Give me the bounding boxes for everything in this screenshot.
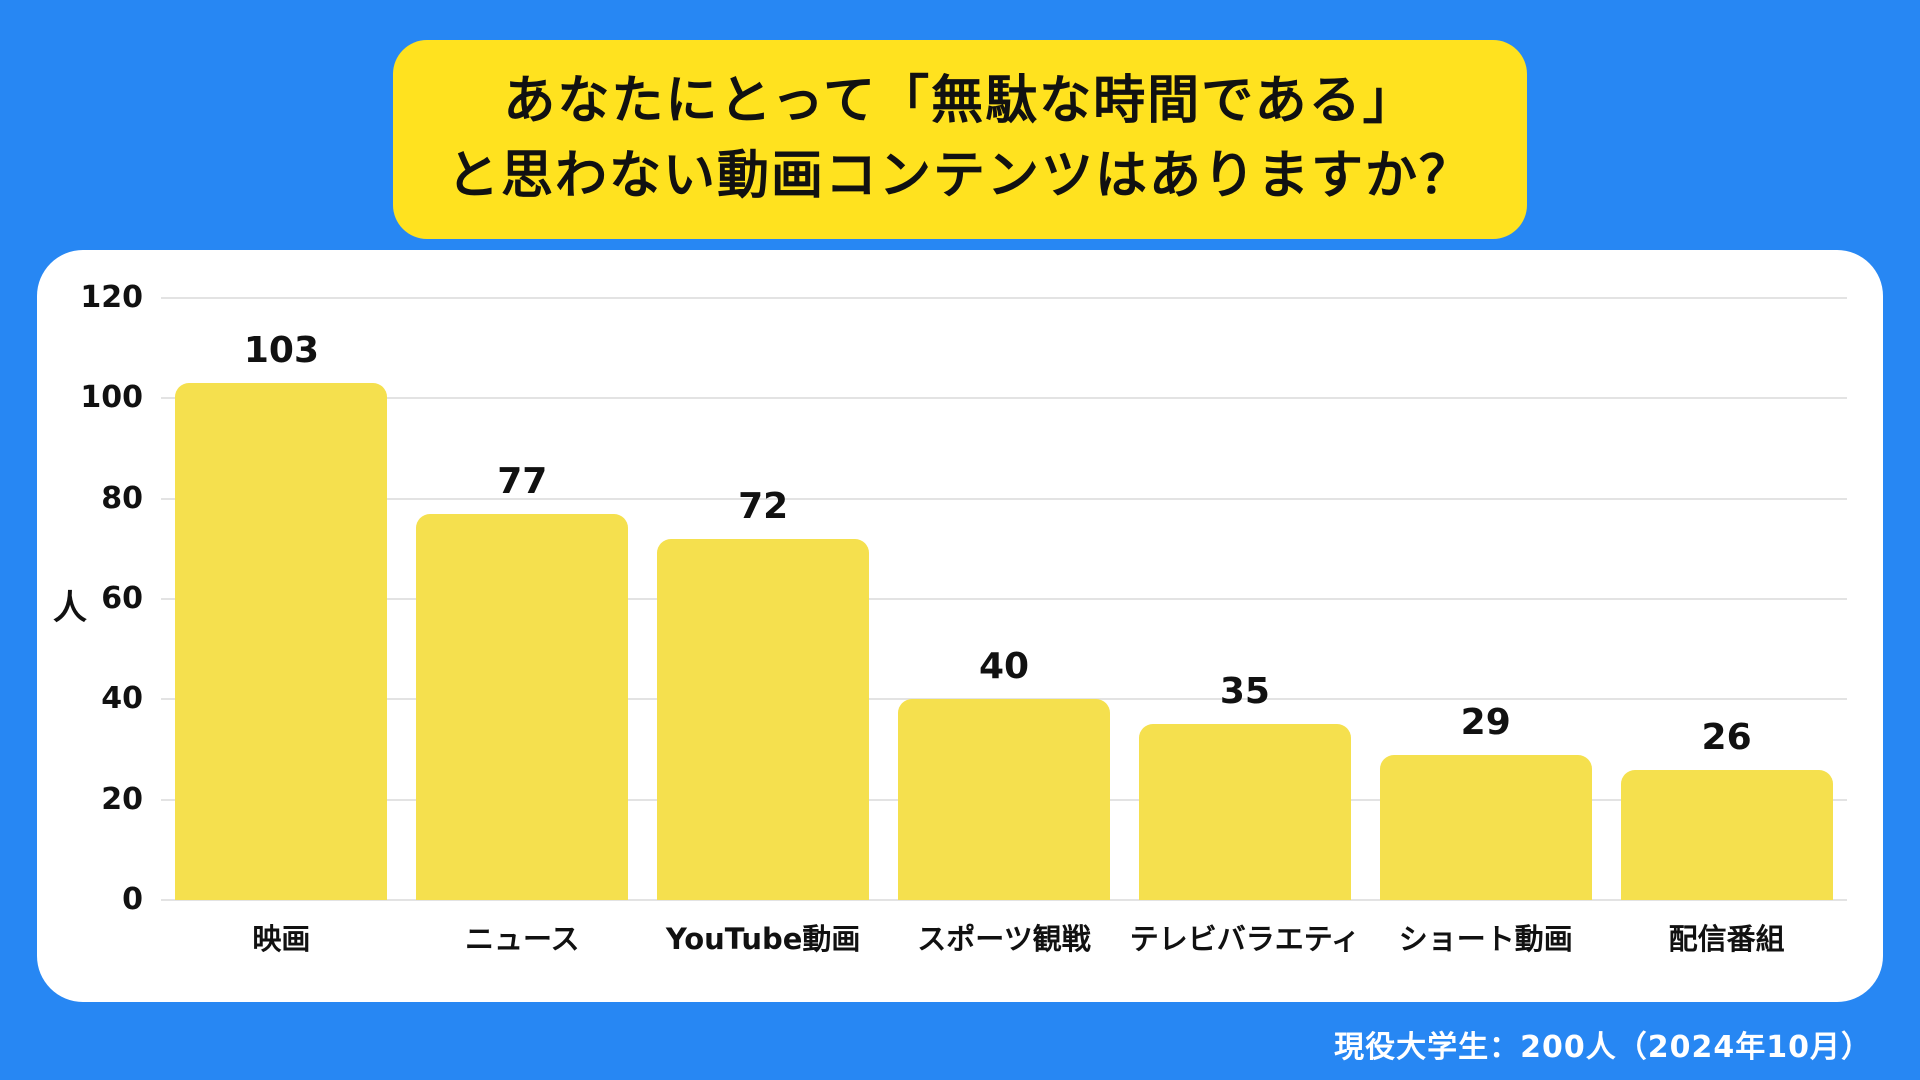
bar-value-label: 72 <box>738 485 789 527</box>
gridline <box>161 397 1847 400</box>
bar <box>1138 724 1351 900</box>
bar-value-label: 40 <box>978 646 1030 688</box>
bar-value-label: 103 <box>243 330 319 372</box>
bar <box>1620 769 1833 900</box>
x-category-label: スポーツ観戦 <box>917 922 1091 956</box>
y-tick-label: 40 <box>101 681 143 717</box>
plot-area: 103 映画 77 ニュース 72 YouTube動画 40 スポーツ観戦 35 テレビバラエティ… <box>80 283 1847 956</box>
title-banner: あなたにとって「無駄な時間である」 と思わない動画コンテンツはありますか？ <box>392 40 1528 239</box>
x-category-label: 配信番組 <box>1668 922 1785 956</box>
bar-slot: 77 ニュース <box>402 298 643 956</box>
gridline <box>161 497 1847 500</box>
y-tick-label: 100 <box>80 380 143 416</box>
chart-card: 人 103 映画 77 ニュース 72 YouTube動画 40 スポーツ観戦 35 テレビバラエ… <box>37 250 1883 1002</box>
gridline <box>161 297 1847 299</box>
bar-value-label: 26 <box>1701 716 1752 758</box>
bars-container: 103 映画 77 ニュース 72 YouTube動画 40 スポーツ観戦 35 テレビバラエティ… <box>161 298 1847 956</box>
title-line-1: あなたにとって「無駄な時間である」 <box>503 71 1417 131</box>
gridline <box>161 899 1847 901</box>
bar <box>898 699 1110 900</box>
bar-value-label: 35 <box>1219 671 1270 713</box>
y-tick-label: 20 <box>101 781 143 817</box>
bar-value-label: 77 <box>497 460 548 502</box>
bar-slot: 40 スポーツ観戦 <box>884 298 1125 956</box>
bar-value-label: 29 <box>1460 701 1511 743</box>
y-tick-label: 120 <box>80 280 143 315</box>
bar <box>1379 754 1592 900</box>
y-axis-label: 人 <box>53 588 87 628</box>
x-category-label: ショート動画 <box>1398 922 1573 956</box>
bar-slot: 72 YouTube動画 <box>643 298 884 956</box>
bar <box>175 383 388 900</box>
y-tick-label: 60 <box>101 581 143 616</box>
y-tick-label: 80 <box>101 480 143 516</box>
x-category-label: 映画 <box>252 922 311 956</box>
x-category-label: YouTube動画 <box>665 922 861 956</box>
y-tick-label: 0 <box>122 882 143 917</box>
bar <box>657 538 870 900</box>
bar-slot: 29 ショート動画 <box>1365 298 1606 956</box>
bar-slot: 26 配信番組 <box>1606 298 1847 956</box>
x-category-label: ニュース <box>465 922 580 956</box>
title-line-2: と思わない動画コンテンツはありますか？ <box>446 146 1474 207</box>
x-category-label: テレビバラエティ <box>1129 922 1360 956</box>
gridline <box>161 598 1847 600</box>
bar-slot: 103 映画 <box>161 298 402 956</box>
bar <box>416 513 629 900</box>
footer-note: 現役大学生：200人（2024年10月） <box>1334 1030 1872 1065</box>
bar-slot: 35 テレビバラエティ <box>1124 298 1365 956</box>
